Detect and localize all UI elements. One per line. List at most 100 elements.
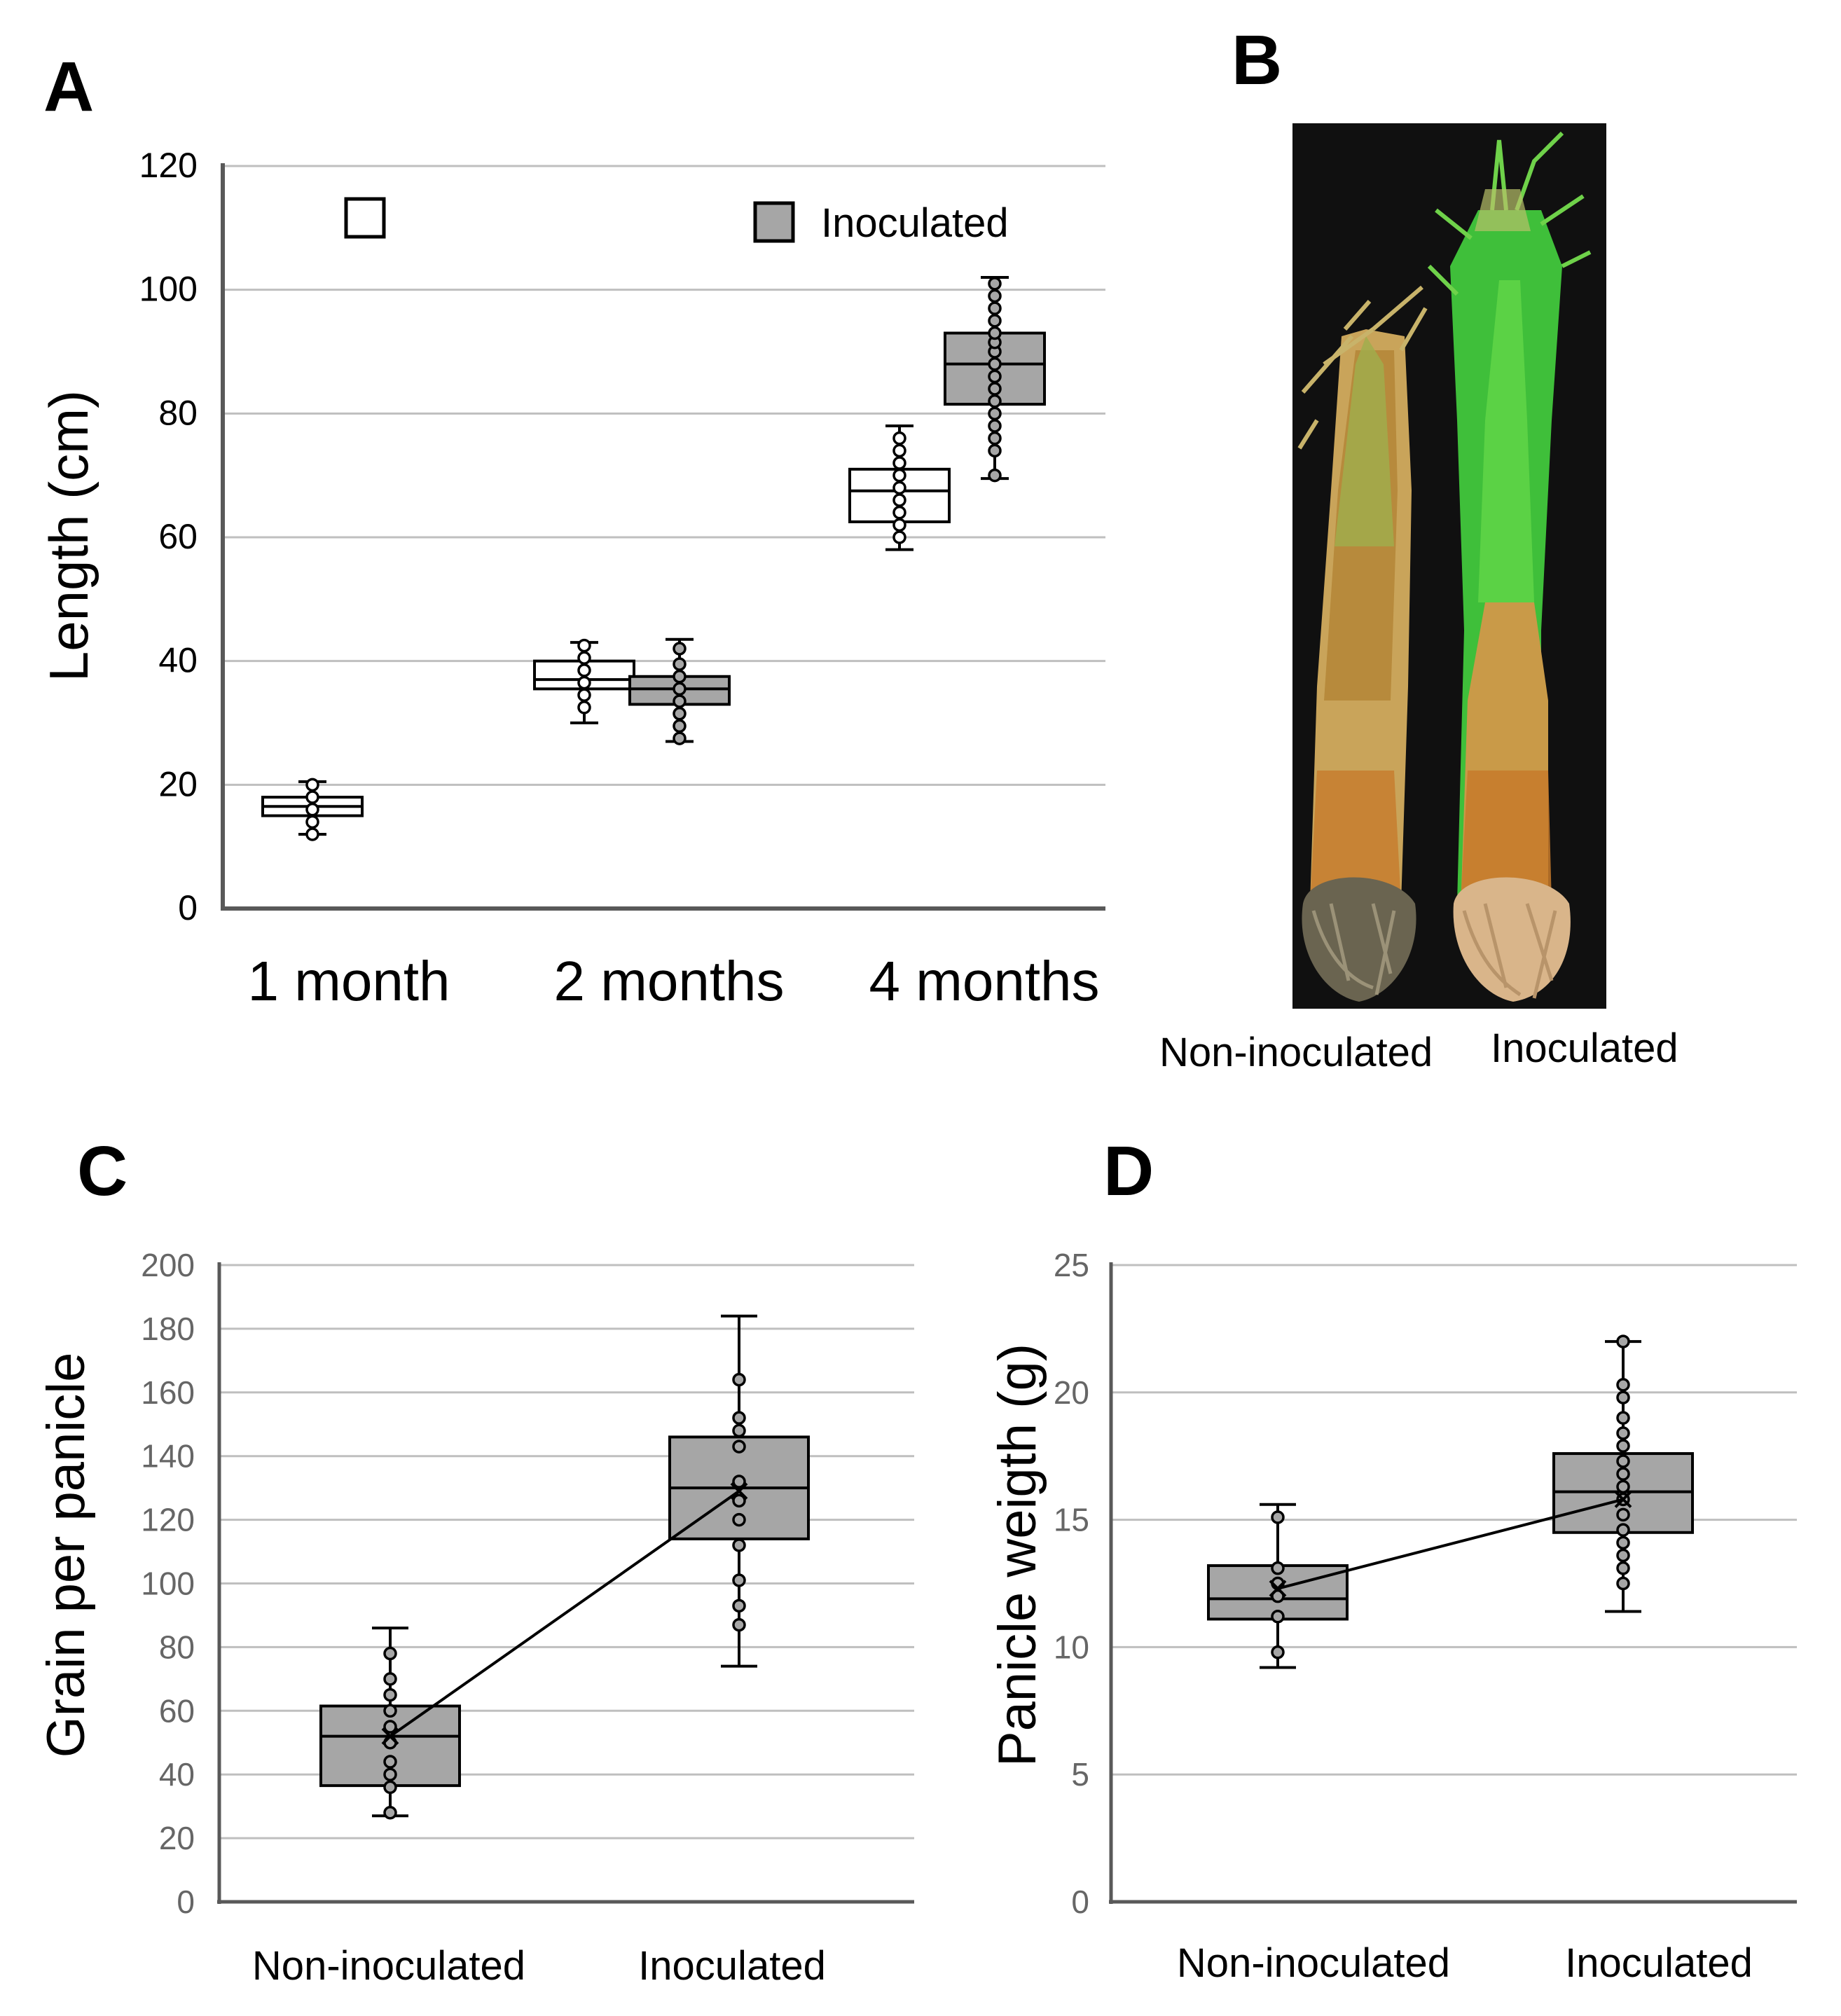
chart-a-non-inoculated-data-point <box>892 505 906 520</box>
chart-a-non-inoculated-data-point <box>892 468 906 483</box>
chart-c-y-tick-label: 180 <box>141 1311 195 1347</box>
chart-a-inoculated-data-point <box>673 670 687 684</box>
y-axis-title-d: Panicle weigth (g) <box>988 1344 1047 1767</box>
chart-c-box-0-data-point <box>383 1687 397 1702</box>
chart-a-non-inoculated-data-point <box>305 802 319 817</box>
chart-c-box-0-data-point <box>383 1720 397 1734</box>
chart-c-x-tick-label: Non-inoculated <box>252 1943 525 1989</box>
chart-a-inoculated-data-point <box>988 468 1002 483</box>
chart-d-box-0-data-point <box>1271 1610 1285 1624</box>
legend-label-inoculated: Inoculated <box>821 200 1009 246</box>
chart-c-box-1-data-point <box>732 1475 746 1489</box>
chart-a-non-inoculated-data-point <box>577 638 591 653</box>
chart-d-box-0-data-point <box>1271 1510 1285 1524</box>
chart-a-inoculated-data-point <box>988 406 1002 421</box>
chart-a-y-tick-label: 0 <box>178 888 198 927</box>
chart-d-box-1-data-point <box>1616 1334 1630 1348</box>
chart-a-non-inoculated-data-point <box>892 530 906 544</box>
chart-d-box-1-data-point <box>1616 1561 1630 1575</box>
chart-d-box-0-data-point <box>1271 1589 1285 1603</box>
chart-a-y-tick-label: 80 <box>158 393 198 432</box>
chart-c-y-tick-label: 60 <box>159 1692 195 1729</box>
chart-a-non-inoculated-data-point <box>577 675 591 690</box>
chart-d-box-1-data-point <box>1616 1426 1630 1440</box>
panel-letter-b: B <box>1232 21 1282 99</box>
chart-d-box-1-data-point <box>1616 1548 1630 1563</box>
legend-swatch-inoculated <box>753 201 795 243</box>
chart-c-box-1-data-point <box>732 1372 746 1387</box>
chart-a-inoculated-data-point <box>988 301 1002 315</box>
chart-d-y-tick-label: 0 <box>1071 1884 1089 1920</box>
chart-c-mean-line <box>389 1490 740 1738</box>
chart-c-box-0-data-point <box>383 1704 397 1718</box>
chart-d-y-tick-label: 25 <box>1054 1247 1089 1283</box>
chart-c-box-0-data-point <box>383 1780 397 1795</box>
chart-c-y-tick-label: 20 <box>159 1820 195 1856</box>
chart-a-inoculated-data-point <box>988 382 1002 396</box>
chart-d-box-1-data-point <box>1616 1390 1630 1404</box>
chart-d-box-1-data-point <box>1616 1576 1630 1591</box>
chart-d-box-0-data-point <box>1271 1645 1285 1659</box>
chart-a-y-tick-label: 120 <box>139 146 198 185</box>
chart-d-box-1-data-point <box>1616 1454 1630 1468</box>
chart-a-non-inoculated-data-point <box>892 443 906 458</box>
chart-a-inoculated-data-point <box>988 394 1002 408</box>
chart-d-box-1-data-point <box>1616 1523 1630 1537</box>
chart-d-y-tick-label: 15 <box>1054 1502 1089 1538</box>
chart-a-x-tick-label: 2 months <box>553 950 784 1012</box>
chart-d-box-1-data-point <box>1616 1411 1630 1425</box>
panel-letter-c: C <box>77 1132 127 1210</box>
chart-d-box-1-data-point <box>1616 1439 1630 1453</box>
legend-swatch-non-inoculated <box>344 197 386 239</box>
chart-c-box-1-mean-marker <box>730 1482 748 1500</box>
chart-a-inoculated-data-point <box>988 369 1002 384</box>
chart-c-grain-per-panicle: 0 20 40 60 80 100 120 140 160 180 200 Non-inoculate… <box>141 1247 914 1989</box>
chart-a-inoculated-data-point <box>988 326 1002 340</box>
photo-label-non-inoculated: Non-inoculated <box>1159 1030 1433 1075</box>
chart-c-box-0-mean-marker <box>381 1727 399 1746</box>
chart-c-y-tick-label: 140 <box>141 1438 195 1475</box>
chart-c-y-tick-label: 40 <box>159 1756 195 1793</box>
chart-c-box-0-data-point <box>383 1672 397 1686</box>
chart-a-non-inoculated-data-point <box>305 815 319 829</box>
chart-a-inoculated-data-point <box>673 731 687 745</box>
chart-a-non-inoculated-data-point <box>577 700 591 714</box>
chart-d-x-tick-label: Non-inoculated <box>1177 1940 1450 1986</box>
chart-a-non-inoculated-data-point <box>305 790 319 804</box>
chart-c-y-tick-label: 100 <box>141 1566 195 1602</box>
chart-c-y-tick-label: 160 <box>141 1374 195 1411</box>
plant-inoculated <box>1427 131 1592 1002</box>
chart-a-non-inoculated-data-point <box>892 481 906 495</box>
chart-c-box-1-data-point <box>732 1599 746 1613</box>
chart-c-x-tick-label: Inoculated <box>638 1943 826 1989</box>
chart-d-y-tick-label: 5 <box>1071 1756 1089 1793</box>
chart-a-non-inoculated-data-point <box>892 493 906 507</box>
chart-a-non-inoculated-data-point <box>305 827 319 841</box>
chart-a-non-inoculated-data-point <box>577 651 591 665</box>
chart-a-inoculated-data-point <box>673 642 687 656</box>
chart-d-box-1-mean-marker <box>1614 1491 1632 1508</box>
chart-d-box-1-data-point <box>1616 1479 1630 1494</box>
chart-a-non-inoculated-data-point <box>892 431 906 446</box>
chart-a-inoculated-data-point <box>673 682 687 696</box>
chart-a-y-tick-label: 60 <box>158 517 198 556</box>
chart-d-box-1-data-point <box>1616 1507 1630 1522</box>
chart-a-inoculated-data-point <box>988 431 1002 446</box>
chart-a-non-inoculated-data-point <box>305 778 319 792</box>
chart-a-y-tick-label: 100 <box>139 270 198 309</box>
chart-c-y-tick-label: 80 <box>159 1629 195 1665</box>
chart-c-box-1-data-point <box>732 1573 746 1587</box>
y-axis-title-c: Grain per panicle <box>36 1353 96 1758</box>
legend-a: Inoculated <box>344 197 1009 246</box>
chart-a-inoculated-data-point <box>673 707 687 721</box>
chart-c-y-tick-label: 0 <box>177 1884 195 1920</box>
chart-c-box-1-data-point <box>732 1538 746 1552</box>
chart-d-box-0-data-point <box>1271 1561 1285 1575</box>
chart-a-inoculated-data-point <box>673 719 687 733</box>
chart-a-inoculated-data-point <box>988 357 1002 371</box>
chart-d-box-1-data-point <box>1616 1467 1630 1481</box>
chart-a-y-tick-label: 20 <box>158 764 198 803</box>
chart-a-non-inoculated-data-point <box>577 688 591 702</box>
chart-c-box-1-data-point <box>732 1439 746 1454</box>
chart-a-inoculated-data-point <box>988 289 1002 303</box>
